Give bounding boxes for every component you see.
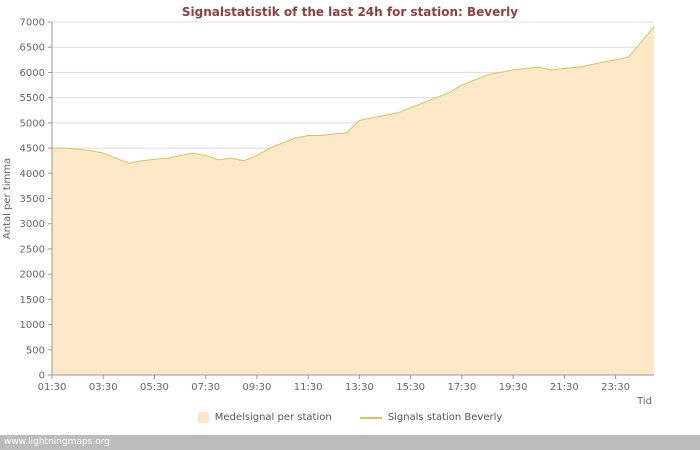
svg-text:Tid: Tid [636,396,652,407]
svg-text:4000: 4000 [20,169,45,180]
svg-text:2500: 2500 [20,244,45,255]
svg-text:1000: 1000 [20,320,45,331]
legend-line-label: Signals station Beverly [387,412,503,423]
svg-text:3000: 3000 [20,219,45,230]
svg-text:11:30: 11:30 [294,382,323,393]
svg-text:2000: 2000 [20,270,45,281]
svg-text:1500: 1500 [20,295,45,306]
svg-text:7000: 7000 [20,18,45,29]
legend-entry-area: Medelsignal per station [197,412,332,423]
svg-text:21:30: 21:30 [550,382,579,393]
svg-text:23:30: 23:30 [601,382,630,393]
svg-text:13:30: 13:30 [345,382,374,393]
svg-text:0: 0 [39,371,45,382]
svg-text:500: 500 [26,345,45,356]
svg-text:15:30: 15:30 [396,382,425,393]
legend: Medelsignal per station Signals station … [0,412,700,423]
legend-area-label: Medelsignal per station [214,412,332,423]
svg-text:3500: 3500 [20,194,45,205]
area-chart: 0 500 1000 1500 2000 2500 3000 3500 4000 4500 5000… [2,18,655,407]
svg-text:4500: 4500 [20,144,45,155]
svg-text:07:30: 07:30 [191,382,220,393]
line-swatch-icon [359,416,382,419]
svg-text:6500: 6500 [20,43,45,54]
svg-text:09:30: 09:30 [243,382,272,393]
svg-text:5500: 5500 [20,93,45,104]
svg-text:17:30: 17:30 [447,382,476,393]
svg-text:5000: 5000 [20,118,45,129]
svg-text:01:30: 01:30 [38,382,67,393]
watermark: www.lightningmaps.org [0,435,700,450]
svg-text:19:30: 19:30 [499,382,528,393]
area-swatch-icon [197,412,209,423]
svg-text:03:30: 03:30 [89,382,118,393]
chart-title: Signalstatistik of the last 24h for stat… [181,5,519,19]
svg-text:05:30: 05:30 [140,382,169,393]
svg-text:Antal per timma: Antal per timma [2,158,13,239]
legend-entry-line: Signals station Beverly [359,412,503,423]
svg-text:6000: 6000 [20,68,45,79]
